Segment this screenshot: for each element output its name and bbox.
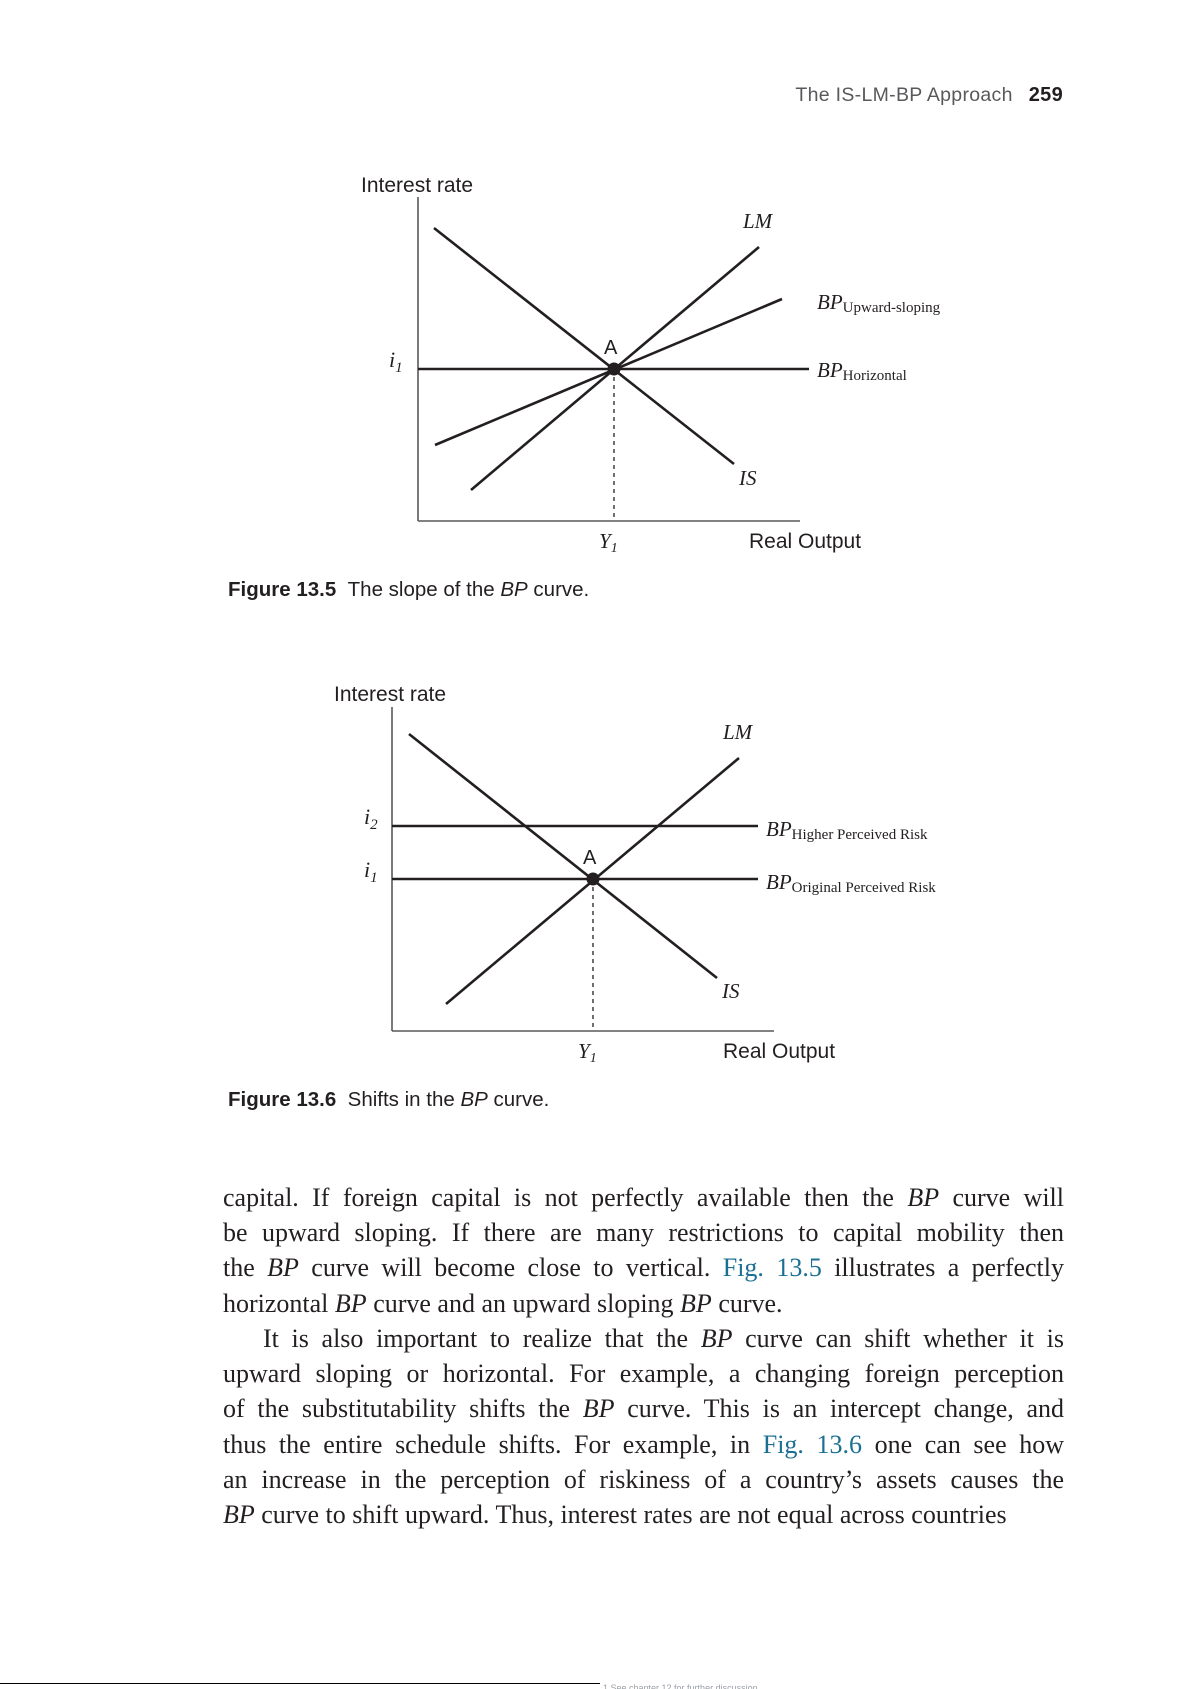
- svg-text:Y1: Y1: [578, 1039, 597, 1066]
- svg-text:BPOriginal Perceived Risk: BPOriginal Perceived Risk: [766, 870, 936, 896]
- svg-text:i2: i2: [364, 804, 378, 833]
- svg-text:Interest rate: Interest rate: [334, 683, 446, 706]
- svg-text:BPHigher Perceived Risk: BPHigher Perceived Risk: [766, 817, 928, 843]
- svg-text:i1: i1: [364, 857, 378, 886]
- svg-text:Real Output: Real Output: [723, 1040, 835, 1063]
- svg-text:A: A: [583, 847, 597, 869]
- svg-text:LM: LM: [722, 720, 754, 744]
- svg-text:IS: IS: [721, 979, 740, 1003]
